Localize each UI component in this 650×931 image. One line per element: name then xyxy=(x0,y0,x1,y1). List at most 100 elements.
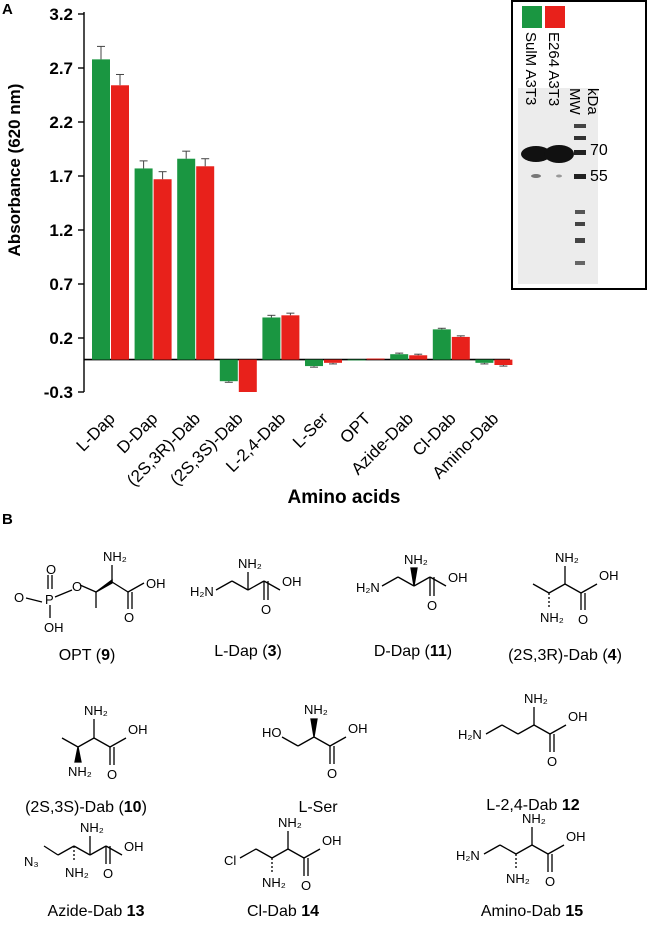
bar xyxy=(111,85,129,360)
y-tick-label: 3.2 xyxy=(49,5,73,24)
x-tick-label: L-Dap xyxy=(73,409,119,455)
panel-b: B O P O O OH NH₂ OH O OPT (9) xyxy=(0,510,650,931)
atom-label: NH₂ xyxy=(68,764,92,779)
panel-a-label: A xyxy=(2,1,13,18)
gel-lane-label-mw: MW xyxy=(566,88,583,115)
compound-label-l-dap: L-Dap (3) xyxy=(214,643,282,660)
gel-background xyxy=(518,88,598,284)
atom-label: NH₂ xyxy=(84,703,108,718)
gel-marker-band xyxy=(574,124,586,128)
atom-label: OH xyxy=(322,833,342,848)
bar xyxy=(451,336,470,360)
structure-azide-dab xyxy=(43,836,123,864)
gel-band-sulm-minor xyxy=(531,174,541,178)
bar xyxy=(196,166,215,360)
atom-label: NH₂ xyxy=(524,691,548,706)
gel-band-sulm xyxy=(521,146,551,162)
atom-label: NH₂ xyxy=(555,550,579,565)
bar xyxy=(177,158,196,360)
bar xyxy=(238,359,257,392)
atom-label: OH xyxy=(448,570,468,585)
gel-marker-band xyxy=(574,150,586,155)
atom-label: O xyxy=(46,562,56,577)
bar xyxy=(475,359,494,363)
atom-label: O xyxy=(72,579,82,594)
y-tick-label: -0.3 xyxy=(44,383,73,402)
atom-label: NH₂ xyxy=(103,549,127,564)
structure-2s3r-dab xyxy=(532,566,598,610)
x-tick-label: L-Ser xyxy=(289,409,332,452)
atom-label: O xyxy=(578,612,588,627)
bar xyxy=(153,179,172,360)
atom-label: O xyxy=(124,610,134,625)
structure-2s3s-dab xyxy=(61,719,127,765)
y-tick-label: 0.2 xyxy=(49,329,73,348)
atom-label: OH xyxy=(568,709,588,724)
structures-figure: B O P O O OH NH₂ OH O OPT (9) xyxy=(2,511,622,920)
x-axis-label: Amino acids xyxy=(288,487,401,508)
panel-b-label: B xyxy=(2,511,13,528)
compound-label-cl-dab: Cl-Dab 14 xyxy=(247,903,319,920)
bar xyxy=(432,329,451,360)
atom-label: N₃ xyxy=(24,854,39,869)
atom-label: O xyxy=(14,590,24,605)
gel-marker-55: 55 xyxy=(590,168,608,185)
gel-marker-band xyxy=(575,238,585,243)
bar xyxy=(92,59,110,360)
panel-a: A Absorbance (620 nm) Amino acids -0.3 0.… xyxy=(2,0,647,508)
bar xyxy=(409,355,428,360)
atom-label: NH₂ xyxy=(540,610,564,625)
compound-label-2s3r-dab: (2S,3R)-Dab (4) xyxy=(508,647,622,664)
gel-band-e264 xyxy=(544,145,574,163)
atom-label: O xyxy=(103,866,113,881)
structure-cl-dab xyxy=(239,831,321,876)
gel-band-e264-minor xyxy=(556,174,562,178)
atom-label: HO xyxy=(262,725,282,740)
gel-lane-label-e264: E264 A3T3 xyxy=(545,32,562,106)
structure-l-ser xyxy=(281,718,347,764)
atom-label: OH xyxy=(599,568,619,583)
y-tick-label: 1.7 xyxy=(49,167,73,186)
gel-marker-70: 70 xyxy=(590,142,608,159)
structure-d-dap xyxy=(381,567,447,596)
bar xyxy=(262,317,281,360)
y-tick-label: 2.7 xyxy=(49,59,73,78)
atom-label: OH xyxy=(124,839,144,854)
atom-label: NH₂ xyxy=(506,871,530,886)
atom-label: NH₂ xyxy=(278,815,302,830)
y-tick-label: 1.2 xyxy=(49,221,73,240)
atom-label: P xyxy=(45,592,54,607)
atom-label: NH₂ xyxy=(522,811,546,826)
atom-label: O xyxy=(107,767,117,782)
atom-label: Cl xyxy=(224,853,236,868)
atom-label: H₂N xyxy=(356,580,380,595)
compound-label-d-dap: D-Dap (11) xyxy=(374,643,452,660)
structure-opt xyxy=(25,565,145,618)
gel-marker-band xyxy=(574,174,586,179)
x-tick-label: OPT xyxy=(336,409,374,447)
y-tick-label: 2.2 xyxy=(49,113,73,132)
bar-chart: A Absorbance (620 nm) Amino acids -0.3 0.… xyxy=(2,0,647,508)
atom-label: O xyxy=(547,754,557,769)
atom-label: O xyxy=(261,602,271,617)
y-axis-label: Absorbance (620 nm) xyxy=(5,84,24,257)
atom-label: NH₂ xyxy=(238,556,262,571)
atom-label: OH xyxy=(146,576,166,591)
atom-label: O xyxy=(327,766,337,781)
compound-label-opt: OPT (9) xyxy=(59,647,116,664)
atom-label: H₂N xyxy=(458,727,482,742)
gel-marker-band xyxy=(575,261,585,265)
compound-label-2s3s-dab: (2S,3S)-Dab (10) xyxy=(25,799,147,816)
atom-label: H₂N xyxy=(456,848,480,863)
atom-label: H₂N xyxy=(190,584,214,599)
atom-label: OH xyxy=(44,620,64,635)
atom-label: O xyxy=(301,878,311,893)
bar xyxy=(281,315,300,360)
atom-label: OH xyxy=(282,574,302,589)
bar xyxy=(324,359,342,363)
compound-label-l-ser: L-Ser xyxy=(298,799,338,816)
structure-l-dap xyxy=(215,572,281,600)
bar xyxy=(305,359,323,367)
bar xyxy=(134,168,153,360)
atom-label: NH₂ xyxy=(65,865,89,880)
